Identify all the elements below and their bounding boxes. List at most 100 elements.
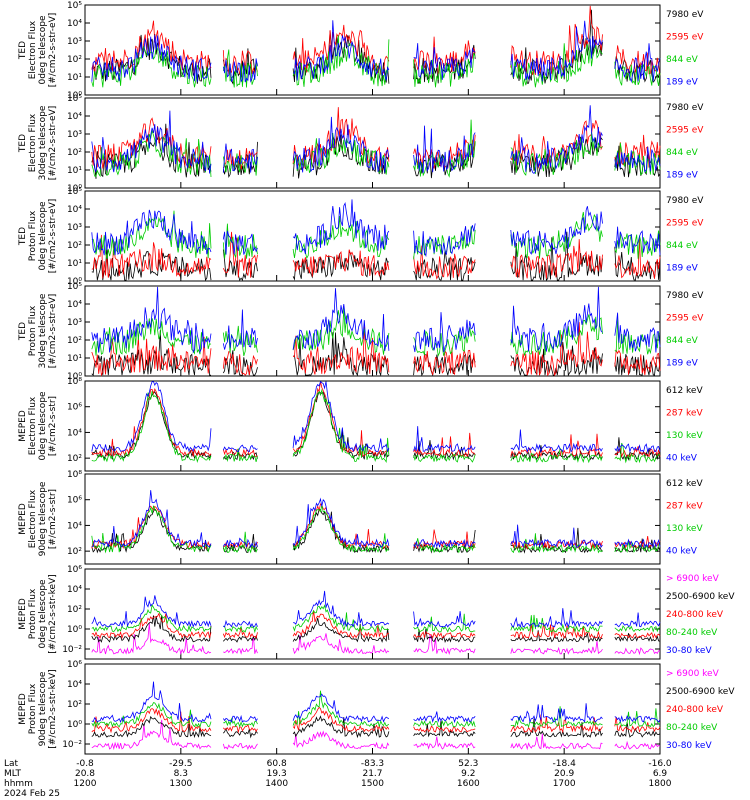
legend-entry: > 6900 keV <box>666 574 720 584</box>
y-axis-label: Proton Flux <box>28 210 38 261</box>
footer-lat-value: 52.3 <box>458 759 478 769</box>
series-line-4 <box>91 490 661 549</box>
series-line-3 <box>91 610 661 640</box>
footer-hhmm-value: 1400 <box>265 779 288 789</box>
series-line-4 <box>91 199 661 258</box>
legend-entry: 2595 eV <box>666 314 704 324</box>
y-tick-label: 10⁰ <box>67 372 82 382</box>
series-line-1 <box>91 623 661 656</box>
y-tick-label: 10⁸ <box>67 377 82 387</box>
y-tick-label: 10⁵ <box>67 282 82 292</box>
y-axis-label: MEPED <box>18 598 28 630</box>
y-tick-label: 10⁴ <box>67 300 82 310</box>
panel-1: 10⁰ 10¹ 10² 10³ 10⁴ 10⁵ TED Electron Flux 0deg t… <box>18 1 704 101</box>
legend-entry: 30-80 keV <box>666 646 712 656</box>
y-tick-label: 10⁶ <box>67 403 82 413</box>
y-tick-label: 10² <box>67 336 82 346</box>
footer-row-label: Lat <box>4 759 19 769</box>
footer-mlt-value: 21.7 <box>362 769 382 779</box>
y-axis-label: MEPED <box>18 503 28 535</box>
y-tick-label: 10⁶ <box>67 565 82 575</box>
footer-mlt-value: 9.2 <box>461 769 475 779</box>
footer-mlt-value: 19.3 <box>267 769 287 779</box>
y-axis-label: 0deg telescope <box>38 201 48 271</box>
y-axis-label: TED <box>18 227 28 246</box>
y-tick-label: 10¹ <box>67 73 82 83</box>
y-axis-label: [#/cm2-s-str] <box>48 489 58 549</box>
y-tick-label: 10² <box>67 241 82 251</box>
legend-entry: 7980 eV <box>666 291 704 301</box>
y-tick-label: 10² <box>67 55 82 65</box>
y-tick-label: 10⁴ <box>67 19 82 29</box>
legend-entry: 844 eV <box>666 336 699 346</box>
legend-entry: 2595 eV <box>666 33 704 43</box>
legend-entry: 287 keV <box>666 409 703 419</box>
y-tick-label: 10⁶ <box>67 496 82 506</box>
legend-entry: 189 eV <box>666 264 699 274</box>
legend-entry: 844 eV <box>666 241 699 251</box>
panel-2: 10⁰ 10¹ 10² 10³ 10⁴ 10⁵ TED Electron Flux 30deg … <box>18 94 704 194</box>
legend-entry: 40 keV <box>666 454 698 464</box>
footer-lat-value: -83.3 <box>361 759 384 769</box>
footer-row-label: MLT <box>4 769 22 779</box>
panel-5: 10² 10⁴ 10⁶ 10⁸ MEPED Electron Flux 0deg teles… <box>18 377 703 472</box>
legend-entry: 612 keV <box>666 479 703 489</box>
y-axis-label: TED <box>18 322 28 341</box>
series-line-4 <box>91 286 661 354</box>
y-tick-label: 10² <box>67 605 82 615</box>
series-line-2 <box>91 322 661 377</box>
series-line-5 <box>91 590 661 629</box>
footer-lat-value: -0.8 <box>76 759 94 769</box>
legend-entry: 2500-6900 keV <box>666 687 735 697</box>
legend-entry: 189 eV <box>666 171 699 181</box>
y-axis-label: [#/cm2-s-str-eV] <box>48 199 58 274</box>
footer-row-label: hhmm <box>4 779 33 789</box>
y-tick-label: 10³ <box>67 223 82 233</box>
y-tick-label: 10³ <box>67 37 82 47</box>
panel-4: 10⁰ 10¹ 10² 10³ 10⁴ 10⁵ TED Proton Flux 30deg te… <box>18 282 704 382</box>
footer-hhmm-value: 1500 <box>361 779 384 789</box>
y-axis-label: MEPED <box>18 410 28 442</box>
panel-frame <box>84 568 661 660</box>
series-line-3 <box>91 505 661 554</box>
y-tick-label: 10⁻² <box>62 645 82 655</box>
y-tick-label: 10⁻² <box>62 740 82 750</box>
y-axis-label: TED <box>18 134 28 153</box>
series-line-2 <box>91 381 661 459</box>
footer-hhmm-value: 1700 <box>553 779 576 789</box>
footer-hhmm-value: 1800 <box>649 779 672 789</box>
series-line-2 <box>91 715 661 739</box>
y-tick-label: 10¹ <box>67 259 82 269</box>
panel-8: 10⁻² 10⁰ 10² 10⁴ 10⁶ MEPED Proton Flux 90deg te… <box>18 660 735 755</box>
legend-entry: 844 eV <box>666 148 699 158</box>
footer-hhmm-value: 1600 <box>457 779 480 789</box>
footer-hhmm-value: 1200 <box>74 779 97 789</box>
y-axis-label: TED <box>18 41 28 60</box>
y-tick-label: 10³ <box>67 130 82 140</box>
y-axis-label: [#/cm2-s-str-keV] <box>48 669 58 748</box>
y-axis-label: [#/cm2-s-str] <box>48 396 58 456</box>
legend-entry: 130 keV <box>666 431 703 441</box>
footer-mlt-value: 8.3 <box>174 769 188 779</box>
y-tick-label: 10⁰ <box>67 720 82 730</box>
y-tick-label: 10² <box>67 547 82 557</box>
series-line-3 <box>91 706 661 734</box>
y-tick-label: 10² <box>67 700 82 710</box>
legend-entry: 189 eV <box>666 359 699 369</box>
y-axis-label: [#/cm2-s-str-eV] <box>48 13 58 88</box>
footer-mlt-value: 20.9 <box>554 769 574 779</box>
legend-entry: 130 keV <box>666 524 703 534</box>
series-line-1 <box>91 508 661 554</box>
y-axis-label: Proton Flux <box>28 588 38 639</box>
legend-entry: 2595 eV <box>666 219 704 229</box>
y-tick-label: 10⁴ <box>67 585 82 595</box>
y-axis-label: 30deg telescope <box>38 293 48 368</box>
y-tick-label: 10⁰ <box>67 277 82 287</box>
legend-entry: 40 keV <box>666 547 698 557</box>
y-axis-label: Proton Flux <box>28 683 38 734</box>
panel-6: 10² 10⁴ 10⁶ 10⁸ MEPED Electron Flux 90deg tele… <box>18 470 703 565</box>
y-axis-label: 90deg telescope <box>38 481 48 556</box>
y-tick-label: 10² <box>67 148 82 158</box>
y-tick-label: 10¹ <box>67 354 82 364</box>
